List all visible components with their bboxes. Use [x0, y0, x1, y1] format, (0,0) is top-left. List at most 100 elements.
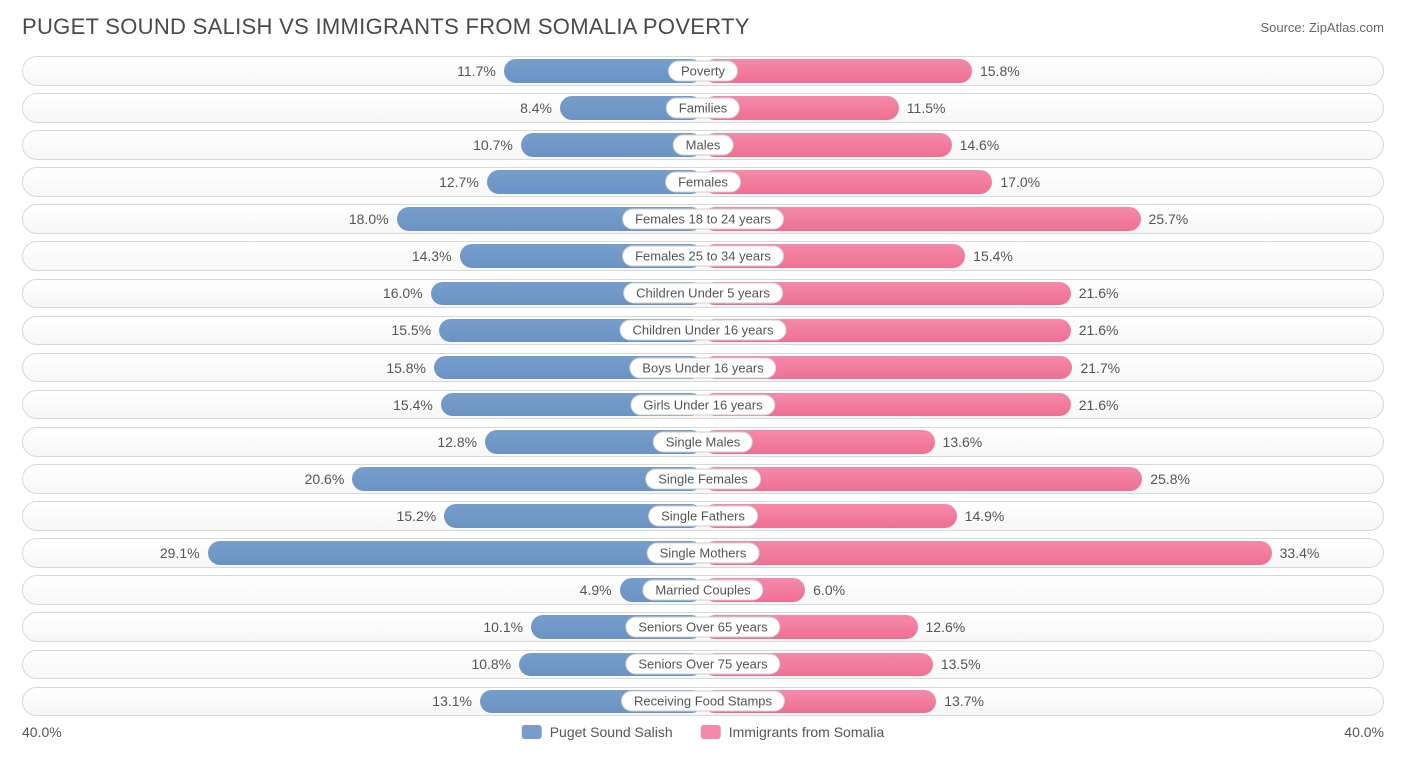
value-right: 13.5%	[941, 656, 981, 672]
legend-item-left: Puget Sound Salish	[522, 724, 673, 740]
value-left: 12.8%	[437, 434, 477, 450]
category-label: Males	[673, 134, 734, 155]
chart-row: 16.0%21.6%Children Under 5 years	[22, 277, 1384, 311]
value-left: 16.0%	[383, 285, 423, 301]
chart-source: Source: ZipAtlas.com	[1260, 20, 1384, 35]
chart-row: 11.7%15.8%Poverty	[22, 54, 1384, 88]
chart-footer: 40.0% 40.0% Puget Sound Salish Immigrant…	[22, 722, 1384, 752]
value-left: 12.7%	[439, 174, 479, 190]
chart-row: 18.0% 25.7% Females 18 to 24 years	[22, 202, 1384, 236]
legend: Puget Sound Salish Immigrants from Somal…	[522, 724, 885, 740]
chart-row: 10.1%12.6%Seniors Over 65 years	[22, 610, 1384, 644]
chart-row: 12.8% 13.6% Single Males	[22, 425, 1384, 459]
bar-right	[703, 133, 952, 157]
value-right: 14.9%	[965, 508, 1005, 524]
category-label: Single Males	[653, 431, 753, 452]
value-right: 21.6%	[1079, 285, 1119, 301]
category-label: Girls Under 16 years	[630, 394, 775, 415]
value-left: 4.9%	[580, 582, 612, 598]
category-label: Seniors Over 75 years	[625, 654, 780, 675]
row-left-half: 20.6%	[22, 462, 703, 496]
row-right-half: 25.8%	[703, 462, 1384, 496]
value-right: 21.6%	[1079, 397, 1119, 413]
bar-right	[703, 541, 1272, 565]
value-right: 25.7%	[1149, 211, 1189, 227]
value-left: 14.3%	[412, 248, 452, 264]
category-label: Females	[665, 172, 741, 193]
value-left: 15.2%	[397, 508, 437, 524]
row-left-half: 29.1%	[22, 536, 703, 570]
legend-swatch-left	[522, 725, 542, 739]
chart-row: 10.7% 14.6% Males	[22, 128, 1384, 162]
value-right: 33.4%	[1280, 545, 1320, 561]
chart-row: 15.8%21.7%Boys Under 16 years	[22, 351, 1384, 385]
value-left: 15.5%	[391, 322, 431, 338]
legend-item-right: Immigrants from Somalia	[701, 724, 885, 740]
category-label: Single Females	[645, 468, 761, 489]
value-left: 18.0%	[349, 211, 389, 227]
value-left: 15.8%	[386, 360, 426, 376]
value-left: 10.7%	[473, 137, 513, 153]
value-right: 13.7%	[944, 693, 984, 709]
row-right-half: 14.6%	[703, 128, 1384, 162]
value-left: 13.1%	[432, 693, 472, 709]
value-right: 13.6%	[943, 434, 983, 450]
row-left-half: 15.4%	[22, 388, 703, 422]
chart-row: 15.5%21.6%Children Under 16 years	[22, 314, 1384, 348]
category-label: Married Couples	[642, 580, 763, 601]
value-right: 14.6%	[960, 137, 1000, 153]
category-label: Females 18 to 24 years	[622, 209, 784, 230]
row-left-half: 13.1%	[22, 685, 703, 719]
row-left-half: 4.9%	[22, 573, 703, 607]
row-left-half: 10.8%	[22, 648, 703, 682]
chart-row: 29.1% 33.4% Single Mothers	[22, 536, 1384, 570]
bar-right	[703, 170, 992, 194]
legend-label-right: Immigrants from Somalia	[729, 724, 885, 740]
row-left-half: 15.5%	[22, 314, 703, 348]
bar-left	[208, 541, 703, 565]
chart-title: PUGET SOUND SALISH VS IMMIGRANTS FROM SO…	[22, 14, 750, 40]
chart-row: 12.7% 17.0% Females	[22, 165, 1384, 199]
bar-right	[703, 59, 972, 83]
row-right-half: 21.6%	[703, 277, 1384, 311]
row-right-half: 33.4%	[703, 536, 1384, 570]
row-right-half: 21.6%	[703, 388, 1384, 422]
row-right-half: 15.4%	[703, 239, 1384, 273]
row-right-half: 13.5%	[703, 648, 1384, 682]
row-left-half: 10.1%	[22, 610, 703, 644]
value-left: 8.4%	[520, 100, 552, 116]
row-left-half: 12.7%	[22, 165, 703, 199]
chart-row: 15.4% 21.6% Girls Under 16 years	[22, 388, 1384, 422]
row-right-half: 15.8%	[703, 54, 1384, 88]
row-right-half: 13.7%	[703, 685, 1384, 719]
chart-row: 20.6% 25.8%Single Females	[22, 462, 1384, 496]
value-right: 11.5%	[907, 100, 946, 116]
row-left-half: 12.8%	[22, 425, 703, 459]
chart-row: 15.2% 14.9% Single Fathers	[22, 499, 1384, 533]
category-label: Children Under 16 years	[620, 320, 787, 341]
legend-label-left: Puget Sound Salish	[550, 724, 673, 740]
row-left-half: 11.7%	[22, 54, 703, 88]
row-right-half: 6.0%	[703, 573, 1384, 607]
chart-row: 4.9% 6.0%Married Couples	[22, 573, 1384, 607]
legend-swatch-right	[701, 725, 721, 739]
value-right: 15.4%	[973, 248, 1013, 264]
row-right-half: 21.7%	[703, 351, 1384, 385]
value-right: 17.0%	[1000, 174, 1040, 190]
category-label: Single Fathers	[648, 505, 758, 526]
value-left: 20.6%	[305, 471, 345, 487]
row-left-half: 18.0%	[22, 202, 703, 236]
row-left-half: 8.4%	[22, 91, 703, 125]
chart-row: 14.3% 15.4% Females 25 to 34 years	[22, 239, 1384, 273]
row-left-half: 14.3%	[22, 239, 703, 273]
value-left: 11.7%	[457, 63, 496, 79]
chart-row: 13.1%13.7%Receiving Food Stamps	[22, 685, 1384, 719]
row-right-half: 12.6%	[703, 610, 1384, 644]
category-label: Females 25 to 34 years	[622, 246, 784, 267]
category-label: Single Mothers	[647, 543, 760, 564]
source-name: ZipAtlas.com	[1309, 20, 1384, 35]
value-left: 10.8%	[471, 656, 511, 672]
row-left-half: 10.7%	[22, 128, 703, 162]
row-right-half: 14.9%	[703, 499, 1384, 533]
value-left: 29.1%	[160, 545, 200, 561]
